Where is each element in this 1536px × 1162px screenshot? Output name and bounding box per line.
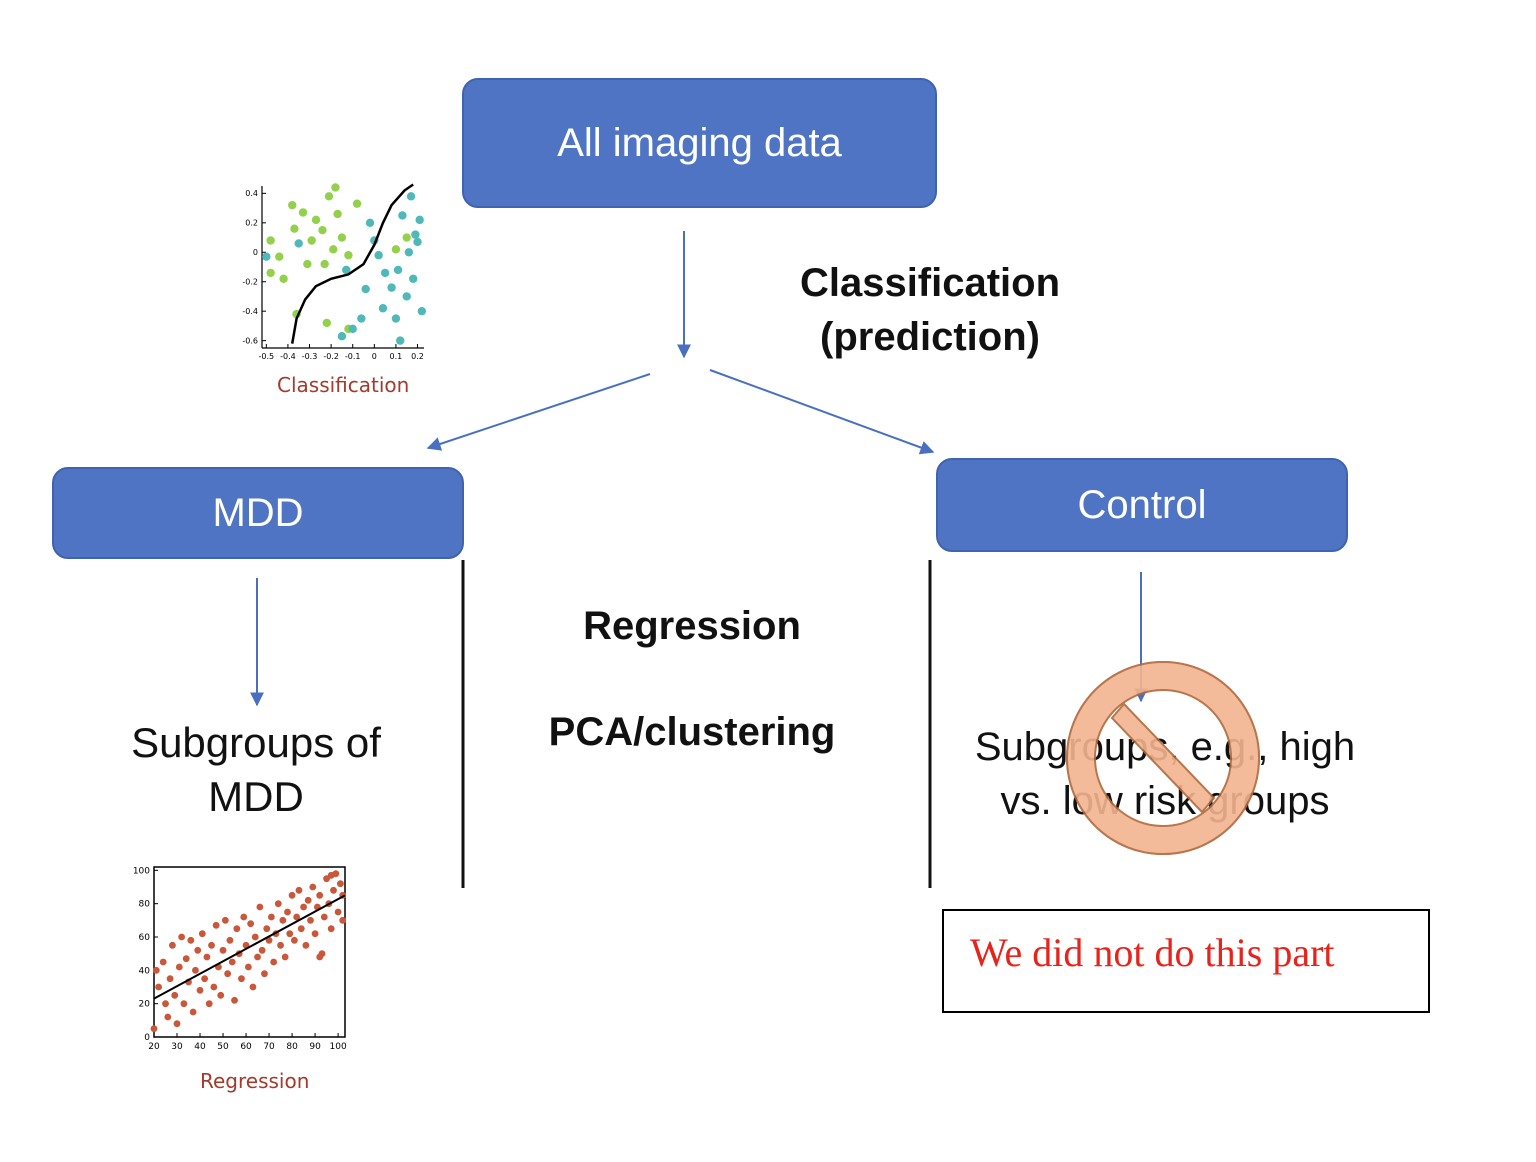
pca-clustering-label: PCA/clustering	[548, 710, 836, 754]
subgroups-mdd-line1: Subgroups of	[131, 719, 381, 766]
regression-caption: Regression	[200, 1069, 310, 1093]
classification-line2: (prediction)	[820, 315, 1040, 359]
arrow-to-mdd	[426, 373, 651, 451]
note-box: We did not do this part	[942, 909, 1430, 1013]
subgroups-control: Subgroups, e.g., high vs. low risk group…	[935, 720, 1395, 828]
classification-caption: Classification	[277, 373, 410, 397]
subgroups-mdd-line2: MDD	[208, 773, 304, 820]
subgroups-control-line2: vs. low risk groups	[1000, 779, 1330, 823]
subgroups-control-line1: Subgroups, e.g., high	[974, 725, 1356, 769]
classification-label: Classification (prediction)	[760, 256, 1100, 364]
node-all-imaging-data-label: All imaging data	[557, 120, 842, 165]
arrow-to-control	[709, 369, 935, 455]
note-text: We did not do this part	[970, 930, 1335, 975]
node-all-imaging-data: All imaging data	[462, 78, 937, 208]
regression-label: Regression	[583, 604, 801, 648]
node-control: Control	[936, 458, 1348, 552]
node-mdd-label: MDD	[212, 490, 304, 535]
classification-line1: Classification	[799, 261, 1061, 305]
subgroups-mdd: Subgroups of MDD	[96, 716, 416, 824]
node-mdd: MDD	[52, 467, 464, 559]
node-control-label: Control	[1077, 482, 1207, 527]
